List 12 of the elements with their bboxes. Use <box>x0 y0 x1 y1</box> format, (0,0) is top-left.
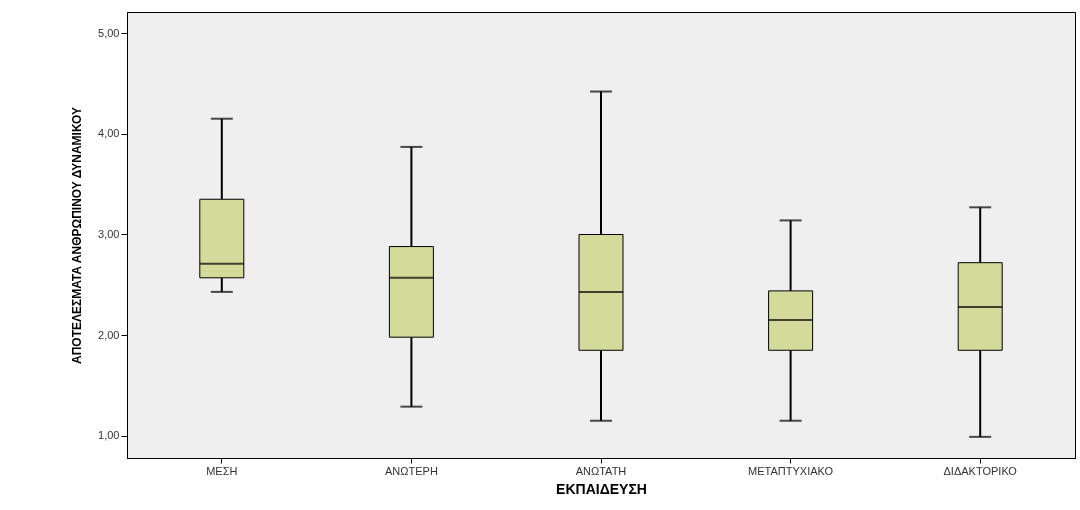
x-tick-label: ΜΕΣΗ <box>206 464 238 477</box>
x-axis-title: ΕΚΠΑΙΔΕΥΣΗ <box>556 480 647 497</box>
y-axis-title: ΑΠΟΤΕΛΕΣΜΑΤΑ ΑΝΘΡΩΠΙΝΟΥ ΔΥΝΑΜΙΚΟΥ <box>70 106 85 365</box>
y-tick-label: 1,00 <box>98 429 120 442</box>
x-tick-label: ΜΕΤΑΠΤΥΧΙΑΚΟ <box>748 464 834 477</box>
y-tick-label: 4,00 <box>98 127 120 140</box>
x-tick-label: ΑΝΩΤΑΤΗ <box>575 464 627 477</box>
x-tick-label: ΑΝΩΤΕΡΗ <box>384 464 438 477</box>
y-tick-label: 5,00 <box>98 26 120 39</box>
x-tick-label: ΔΙΔΑΚΤΟΡΙΚΟ <box>943 464 1018 477</box>
y-tick-label: 3,00 <box>98 228 120 240</box>
y-tick-label: 2,00 <box>98 328 120 341</box>
